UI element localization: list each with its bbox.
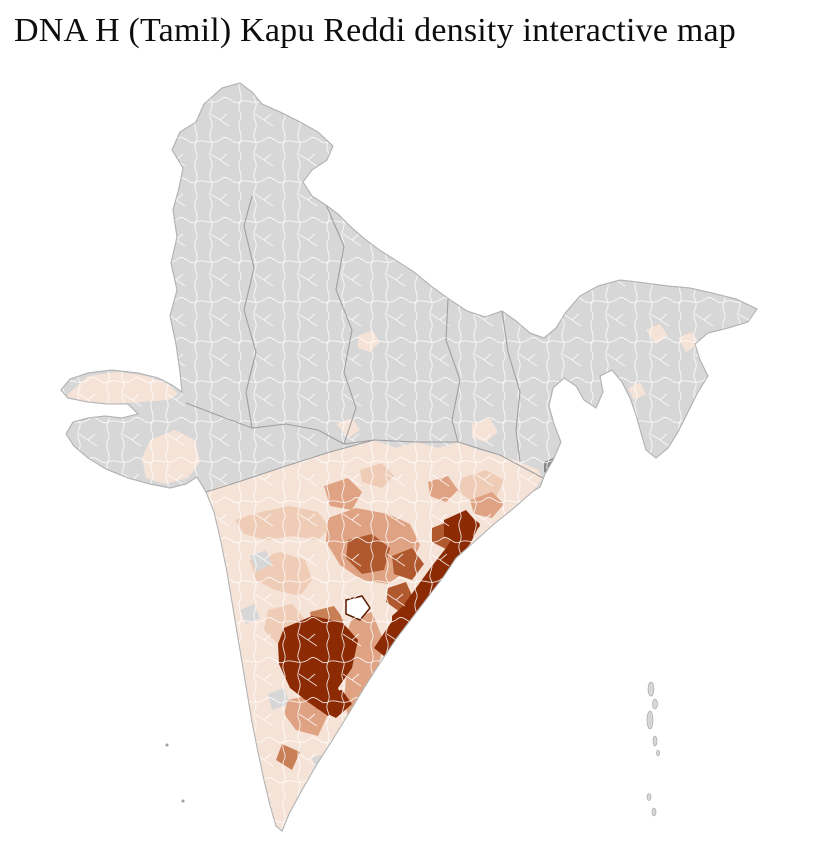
- state-borders: [185, 195, 544, 493]
- island[interactable]: [652, 735, 658, 747]
- page-title: DNA H (Tamil) Kapu Reddi density interac…: [14, 12, 736, 49]
- island[interactable]: [646, 793, 652, 801]
- state-border-line: [501, 310, 521, 463]
- island[interactable]: [656, 749, 660, 757]
- state-border-line: [325, 204, 357, 445]
- andaman-nicobar-islands[interactable]: [646, 681, 660, 817]
- island[interactable]: [181, 799, 185, 803]
- island[interactable]: [652, 698, 658, 710]
- state-border-line: [243, 195, 257, 429]
- island[interactable]: [647, 681, 655, 697]
- island[interactable]: [165, 743, 169, 747]
- island[interactable]: [651, 807, 657, 817]
- lakshadweep-islands[interactable]: [165, 743, 185, 803]
- state-border-line: [445, 298, 461, 443]
- island[interactable]: [646, 710, 654, 730]
